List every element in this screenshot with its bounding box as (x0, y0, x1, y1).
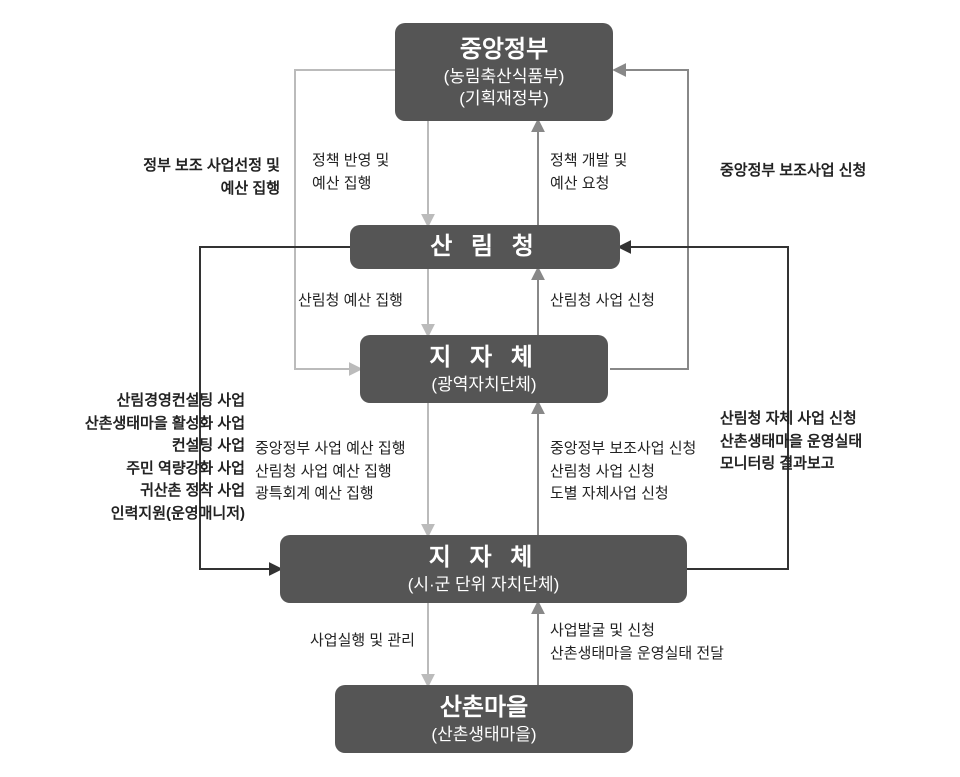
node-metro-gov: 지 자 체 (광역자치단체) (360, 335, 608, 403)
node-sub: (농림축산식품부) (395, 66, 613, 88)
node-central-gov: 중앙정부 (농림축산식품부) (기획재정부) (395, 23, 613, 121)
node-title: 산 림 청 (350, 231, 620, 262)
edge-label-lv-right: 사업발굴 및 신청산촌생태마을 운영실태 전달 (550, 620, 724, 665)
side-text-top-right: 중앙정부 보조사업 신청 (720, 160, 866, 183)
side-text-mid-left: 산림경영컨설팅 사업산촌생태마을 활성화 사업컨설팅 사업주민 역량강화 사업귀… (30, 390, 245, 525)
edge-label-cf-right: 정책 개발 및예산 요청 (550, 150, 627, 195)
node-title: 지 자 체 (280, 542, 687, 573)
node-forest-service: 산 림 청 (350, 225, 620, 269)
node-sub: (광역자치단체) (360, 374, 608, 396)
edge-label-ml-left: 중앙정부 사업 예산 집행산림청 사업 예산 집행광특회계 예산 집행 (255, 438, 406, 506)
edge-label-lv-left: 사업실행 및 관리 (310, 630, 415, 653)
node-sub: (시·군 단위 자치단체) (280, 574, 687, 596)
edge-label-cf-left: 정책 반영 및예산 집행 (312, 150, 389, 195)
node-sub: (기획재정부) (395, 88, 613, 110)
side-text-top-left: 정부 보조 사업선정 및예산 집행 (70, 155, 280, 200)
node-sub: (산촌생태마을) (335, 724, 633, 746)
node-title: 지 자 체 (360, 342, 608, 373)
node-local-gov: 지 자 체 (시·군 단위 자치단체) (280, 535, 687, 603)
edge-label-ml-right: 중앙정부 보조사업 신청산림청 사업 신청도별 자체사업 신청 (550, 438, 696, 506)
node-village: 산촌마을 (산촌생태마을) (335, 685, 633, 753)
node-title: 중앙정부 (395, 34, 613, 65)
side-text-mid-right: 산림청 자체 사업 신청산촌생태마을 운영실태모니터링 결과보고 (720, 408, 862, 476)
edge-label-fm-right: 산림청 사업 신청 (550, 290, 655, 313)
node-title: 산촌마을 (335, 692, 633, 723)
edge-label-fm-left: 산림청 예산 집행 (298, 290, 403, 313)
